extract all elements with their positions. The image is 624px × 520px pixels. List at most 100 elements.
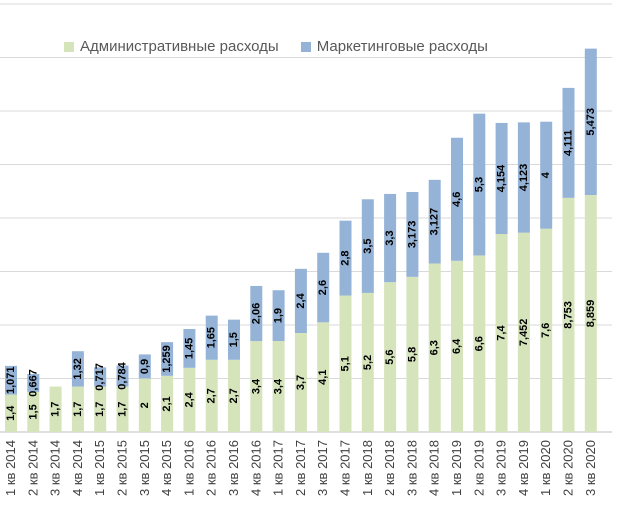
bar-admin	[94, 386, 107, 432]
bar-admin	[294, 333, 307, 432]
bar-marketing	[540, 121, 553, 229]
x-tick-label: 4 кв 2014	[70, 440, 85, 496]
data-label-marketing: 4,154	[496, 164, 508, 192]
data-label-admin: 5,1	[340, 356, 352, 371]
bar-admin	[517, 232, 530, 432]
data-label-marketing: 3,173	[406, 221, 418, 249]
bar-marketing	[272, 290, 285, 342]
bar-admin	[5, 394, 17, 432]
data-label-marketing: 1,9	[273, 308, 285, 323]
x-tick-label: 1 кв 2020	[538, 440, 553, 496]
data-label-admin: 1,7	[94, 402, 106, 417]
x-tick-label: 3 кв 2020	[583, 440, 598, 496]
x-tick-label: 3 кв 2017	[315, 440, 330, 496]
x-tick-label: 3 кв 2015	[137, 440, 152, 496]
x-tick-label: 2 кв 2017	[293, 440, 308, 496]
bar-marketing	[406, 191, 419, 277]
data-label-marketing: 1,65	[206, 327, 218, 348]
data-label-marketing: 2,06	[250, 303, 262, 324]
data-label-marketing: 1,45	[183, 338, 195, 359]
x-tick-label: 2 кв 2019	[471, 440, 486, 496]
legend-item-marketing: Маркетинговые расходы	[300, 38, 488, 55]
bar-admin	[71, 386, 84, 432]
data-label-marketing: 3,5	[362, 238, 374, 253]
bar-admin	[451, 260, 463, 432]
legend: Административные расходы Маркетинговые р…	[64, 38, 510, 55]
bar-marketing	[161, 342, 174, 376]
data-label-marketing: 1,5	[228, 332, 240, 347]
bar-admin	[584, 195, 597, 432]
bar-marketing	[428, 179, 441, 264]
data-label-marketing: 4,111	[563, 130, 575, 156]
data-label-admin: 6,4	[451, 338, 463, 354]
bar-admin	[540, 228, 553, 432]
data-label-marketing: 3,3	[384, 230, 396, 245]
bar-admin	[495, 234, 508, 432]
x-tick-label: 4 кв 2018	[427, 440, 442, 496]
data-label-marketing: 0,784	[117, 361, 129, 389]
bar-admin	[339, 295, 352, 432]
data-label-admin: 1,4	[5, 405, 17, 421]
data-label-marketing: 4,6	[451, 192, 463, 207]
bar-admin	[138, 378, 151, 432]
data-label-admin: 5,8	[406, 347, 418, 362]
x-tick-label: 4 кв 2017	[338, 440, 353, 496]
bar-admin	[205, 359, 218, 432]
x-tick-label: 2 кв 2016	[204, 440, 219, 496]
bar-admin	[361, 292, 374, 432]
x-tick-label: 1 кв 2017	[271, 440, 286, 496]
data-label-marketing: 2,4	[295, 292, 307, 308]
bar-marketing	[584, 48, 597, 196]
bar-marketing	[94, 367, 107, 387]
bar-admin	[49, 386, 62, 432]
legend-swatch-admin	[64, 41, 74, 52]
x-tick-label: 1 кв 2014	[3, 440, 18, 496]
data-label-admin: 7,452	[518, 319, 530, 347]
data-label-admin: 4,1	[317, 370, 329, 385]
bar-marketing	[250, 285, 263, 342]
legend-swatch-marketing	[300, 41, 311, 52]
bar-admin	[272, 341, 285, 432]
bar-admin	[250, 341, 263, 432]
data-label-admin: 2,1	[161, 396, 173, 411]
data-label-admin: 3,4	[273, 378, 285, 394]
bar-marketing	[183, 329, 196, 368]
bar-marketing	[205, 315, 218, 360]
data-label-admin: 6,3	[429, 340, 441, 355]
legend-label-marketing: Маркетинговые расходы	[316, 38, 488, 55]
x-tick-label: 1 кв 2018	[360, 440, 375, 496]
bar-marketing	[339, 220, 352, 296]
data-label-admin: 1,7	[50, 402, 62, 417]
data-label-marketing: 0,667	[27, 369, 39, 397]
x-tick-label: 3 кв 2016	[226, 440, 241, 496]
bar-marketing	[473, 113, 486, 256]
data-label-marketing: 1,071	[5, 366, 17, 394]
bar-admin	[428, 263, 441, 432]
x-tick-label: 4 кв 2016	[248, 440, 263, 496]
data-label-admin: 2,4	[183, 391, 195, 407]
data-label-marketing: 3,127	[429, 208, 441, 236]
legend-item-admin: Административные расходы	[64, 38, 279, 55]
x-tick-label: 2 кв 2020	[561, 440, 576, 496]
data-label-admin: 7,4	[496, 324, 508, 340]
x-tick-label: 3 кв 2018	[404, 440, 419, 496]
bar-admin	[27, 391, 40, 432]
data-label-marketing: 5,3	[473, 177, 485, 192]
x-tick-label: 4 кв 2015	[159, 440, 174, 496]
x-tick-label: 1 кв 2016	[181, 440, 196, 496]
data-label-marketing: 1,32	[72, 358, 84, 379]
data-label-admin: 8,753	[563, 301, 575, 329]
bar-marketing	[517, 122, 530, 233]
bar-marketing	[361, 199, 374, 293]
bar-marketing	[294, 268, 307, 334]
data-label-marketing: 4	[540, 171, 552, 178]
data-label-admin: 2,7	[228, 388, 240, 403]
bar-marketing	[138, 354, 151, 379]
x-tick-label: 3 кв 2014	[48, 440, 63, 496]
data-label-marketing: 2,8	[340, 250, 352, 265]
bar-admin	[562, 197, 575, 432]
x-tick-label: 4 кв 2019	[516, 440, 531, 496]
data-label-admin: 1,7	[72, 402, 84, 417]
bar-admin	[384, 282, 397, 432]
data-label-admin: 6,6	[473, 336, 485, 351]
